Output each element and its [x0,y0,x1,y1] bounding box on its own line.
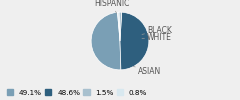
Wedge shape [120,12,149,70]
Text: BLACK: BLACK [142,26,172,35]
Wedge shape [91,12,121,70]
Text: ASIAN: ASIAN [133,66,161,76]
Legend: 49.1%, 48.6%, 1.5%, 0.8%: 49.1%, 48.6%, 1.5%, 0.8% [6,89,148,96]
Wedge shape [118,12,120,41]
Text: WHITE: WHITE [142,33,172,42]
Text: HISPANIC: HISPANIC [94,0,129,13]
Wedge shape [119,12,122,41]
